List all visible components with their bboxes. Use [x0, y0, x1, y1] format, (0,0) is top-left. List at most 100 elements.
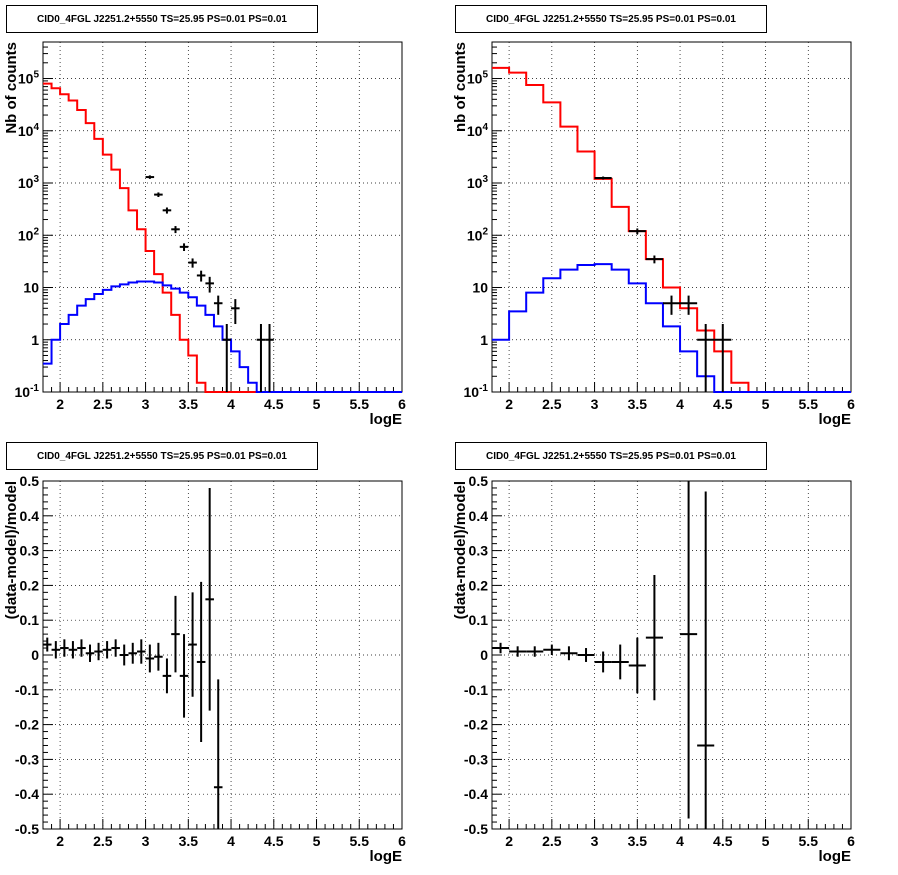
y-tick-label: -0.4: [15, 786, 39, 802]
data-point: [645, 255, 663, 264]
residual-point: [162, 658, 172, 694]
x-tick-label: 2.5: [542, 833, 562, 849]
residual-point: [645, 574, 663, 701]
residual-point: [102, 641, 112, 659]
x-axis-label: logE: [819, 848, 852, 865]
plot-frame: [42, 480, 403, 830]
x-tick-label: 6: [847, 396, 855, 412]
x-tick-label: 4.5: [264, 833, 284, 849]
y-tick-label: 0.2: [469, 577, 489, 593]
y-tick-label: 103: [18, 174, 40, 191]
residual-point: [60, 639, 69, 657]
residual-point: [697, 491, 715, 829]
residual-point: [680, 481, 698, 819]
y-tick-label: 102: [467, 226, 489, 243]
data-point: [594, 176, 612, 180]
y-axis-label: (data-model)/model: [3, 481, 20, 619]
data-point: [205, 276, 214, 293]
x-tick-label: 2: [56, 833, 64, 849]
residual-point: [111, 639, 120, 657]
y-tick-label: 0.3: [469, 543, 489, 559]
data-point: [154, 192, 163, 197]
residual-point: [94, 642, 103, 661]
panel-residual-coarse: 2 2.5 3 3.5 4 4.5 5 5.5 6 -0.5 -0.4 -0.3 -0.2 -0.1 0 0.…: [449, 437, 898, 875]
x-tick-label: 5.5: [799, 396, 819, 412]
y-tick-label: 0.1: [20, 612, 40, 628]
x-tick-label: 3: [142, 833, 150, 849]
y-tick-label: 0.2: [20, 577, 40, 593]
residual-point: [137, 639, 146, 664]
residual-point: [196, 581, 206, 742]
x-tick-label: 5.5: [350, 396, 370, 412]
x-tick-label: 2: [505, 396, 513, 412]
x-tick-label: 3.5: [628, 396, 648, 412]
x-tick-label: 4: [227, 833, 235, 849]
data-point: [162, 207, 172, 214]
y-tick-label: 105: [467, 70, 489, 87]
data-point: [145, 175, 155, 179]
x-tick-label: 4.5: [264, 396, 284, 412]
residual-point: [85, 644, 95, 662]
y-tick-label: 0: [480, 647, 488, 663]
x-tick-label: 4.5: [713, 396, 733, 412]
y-tick-label: 103: [467, 174, 489, 191]
y-tick-label: 10-1: [15, 383, 40, 400]
panel-counts-fine: 2 2.5 3 3.5 4 4.5 5 5.5 6 10-1 1 10 102 103 104 105 logE…: [0, 0, 449, 437]
grid-lines: [492, 42, 852, 393]
y-tick-label: 10-1: [464, 383, 489, 400]
x-tick-label: 3: [142, 396, 150, 412]
chart-title: CID0_4FGL J2251.2+5550 TS=25.95 PS=0.01 …: [6, 5, 318, 33]
x-tick-label: 5: [762, 833, 770, 849]
plot-frame: [491, 41, 852, 393]
residual-point: [188, 592, 197, 697]
y-tick-label: 0.1: [469, 612, 489, 628]
residual-point: [43, 637, 52, 652]
y-tick-label: 10: [23, 280, 39, 296]
residual-point: [509, 646, 527, 657]
data-point: [179, 243, 189, 251]
residual-point: [611, 644, 629, 680]
x-tick-label: 2.5: [93, 833, 113, 849]
x-tick-label: 5: [762, 396, 770, 412]
x-tick-label: 5: [313, 396, 321, 412]
grid-lines: [43, 480, 403, 830]
data-point: [222, 324, 232, 392]
x-tick-label: 4: [676, 833, 684, 849]
y-axis-label: (data-model)/model: [452, 481, 469, 619]
residual-point: [205, 487, 214, 711]
x-tick-label: 3.5: [179, 833, 199, 849]
residual-point: [119, 644, 129, 666]
x-tick-label: 2: [505, 833, 513, 849]
x-axis-label: logE: [819, 411, 852, 428]
x-tick-label: 6: [847, 833, 855, 849]
y-tick-label: -0.2: [464, 717, 488, 733]
x-tick-label: 5.5: [799, 833, 819, 849]
x-axis-label: logE: [370, 848, 403, 865]
x-tick-label: 3: [591, 833, 599, 849]
residual-point: [594, 651, 612, 673]
residual-point: [128, 642, 138, 664]
data-point: [171, 226, 180, 234]
y-tick-label: 0.5: [20, 473, 40, 489]
x-tick-label: 6: [398, 396, 406, 412]
y-tick-label: -0.1: [464, 682, 488, 698]
residual-point: [68, 641, 78, 659]
x-tick-label: 4: [676, 396, 684, 412]
data-point: [265, 324, 274, 392]
panel-counts-coarse: 2 2.5 3 3.5 4 4.5 5 5.5 6 10-1 1 10 102 103 104 105 logE…: [449, 0, 898, 437]
y-tick-label: -0.5: [464, 821, 488, 837]
y-tick-label: 1: [480, 332, 488, 348]
residual-chart-coarse: 2 2.5 3 3.5 4 4.5 5 5.5 6 -0.5 -0.4 -0.3 -0.2 -0.1 0 0.…: [452, 473, 855, 865]
data-point: [188, 258, 197, 268]
residual-chart-fine: 2 2.5 3 3.5 4 4.5 5 5.5 6 -0.5 -0.4 -0.3 -0.2 -0.1 0 0.…: [3, 473, 406, 865]
counts-chart-fine: 2 2.5 3 3.5 4 4.5 5 5.5 6 10-1 1 10 102 103 104 105 logE…: [3, 41, 406, 428]
y-tick-label: -0.3: [15, 751, 39, 767]
x-tick-label: 5.5: [350, 833, 370, 849]
x-tick-label: 3.5: [179, 396, 199, 412]
grid-lines: [492, 480, 852, 830]
y-tick-label: -0.1: [15, 682, 39, 698]
data-point: [256, 324, 266, 392]
residual-point: [171, 595, 180, 673]
x-tick-label: 2: [56, 396, 64, 412]
residual-point: [154, 642, 163, 671]
